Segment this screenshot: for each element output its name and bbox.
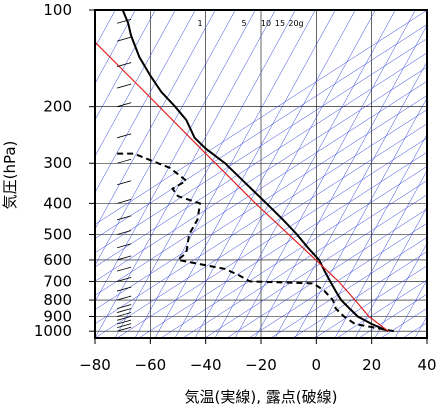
skewed-line bbox=[116, 137, 427, 338]
y-tick-label: 900 bbox=[43, 307, 72, 325]
mixing-ratio-label: 15 bbox=[275, 19, 285, 28]
skewed-line bbox=[95, 38, 427, 254]
x-tick-labels: −80 −60 −40 −20 0 20 40 bbox=[79, 338, 436, 374]
skewed-line bbox=[95, 10, 427, 225]
parcel-line bbox=[95, 41, 389, 332]
y-tick-label: 500 bbox=[43, 226, 72, 244]
skewed-line bbox=[95, 24, 427, 239]
wind-barb bbox=[117, 295, 132, 301]
wind-barb bbox=[117, 319, 132, 325]
mixing-ratio-label: 10 bbox=[261, 19, 271, 28]
wind-barb bbox=[117, 312, 132, 317]
mixing-ratio-line bbox=[274, 61, 427, 338]
skewed-line bbox=[95, 80, 427, 296]
wind-barbs bbox=[117, 10, 132, 332]
x-tick-label: 40 bbox=[417, 356, 436, 374]
mixing-ratio-line bbox=[134, 10, 316, 338]
wind-barb bbox=[117, 83, 132, 89]
dewpoint-line bbox=[117, 152, 394, 333]
wind-barb bbox=[117, 102, 132, 108]
mixing-ratio-line bbox=[374, 242, 427, 338]
wind-barb bbox=[117, 286, 132, 292]
skewed-line bbox=[336, 279, 427, 338]
skewed-line bbox=[270, 237, 427, 338]
wind-barb bbox=[117, 277, 132, 282]
skewed-isotherm-lines bbox=[95, 10, 427, 338]
y-axis-label: 気圧(hPa) bbox=[1, 141, 19, 210]
mixing-ratio-line bbox=[394, 279, 427, 338]
mixing-ratio-line bbox=[254, 24, 427, 338]
mixing-ratio-line bbox=[314, 133, 427, 338]
wind-barb bbox=[117, 315, 132, 321]
skewed-line bbox=[248, 222, 427, 338]
skewed-line bbox=[95, 66, 427, 282]
mixing-ratio-label: 20g bbox=[288, 19, 303, 28]
y-tick-label: 400 bbox=[43, 194, 72, 212]
mixing-ratio-label: 5 bbox=[241, 19, 246, 28]
skewed-line bbox=[160, 166, 427, 338]
wind-barb bbox=[117, 133, 132, 139]
mixing-ratio-line bbox=[95, 10, 156, 121]
x-tick-label: −20 bbox=[245, 356, 277, 374]
skewed-line bbox=[292, 251, 427, 338]
wind-barb bbox=[117, 304, 132, 309]
wind-barb bbox=[117, 308, 132, 313]
wind-barb bbox=[117, 266, 132, 272]
y-tick-label: 300 bbox=[43, 154, 72, 172]
x-tick-label: 20 bbox=[362, 356, 381, 374]
skewed-line bbox=[182, 180, 427, 338]
wind-barb bbox=[117, 198, 132, 204]
mixing-ratio-line bbox=[174, 10, 356, 338]
y-tick-label: 100 bbox=[43, 1, 72, 19]
sounding-series bbox=[95, 10, 394, 333]
mixing-ratio-line bbox=[95, 10, 236, 266]
mixing-ratio-line bbox=[194, 10, 376, 338]
x-tick-label: −80 bbox=[79, 356, 111, 374]
y-tick-label: 800 bbox=[43, 291, 72, 309]
mixing-ratio-line bbox=[95, 10, 176, 157]
y-tick-label: 1000 bbox=[34, 322, 72, 340]
x-tick-label: −60 bbox=[135, 356, 167, 374]
mixing-ratio-line bbox=[234, 10, 416, 338]
wind-barb bbox=[117, 326, 132, 332]
mixing-ratio-labels: 1 5 10 15 20g bbox=[197, 19, 303, 28]
mixing-ratio-line bbox=[294, 97, 427, 338]
mixing-ratio-line bbox=[334, 170, 427, 338]
wind-barb bbox=[117, 215, 132, 221]
wind-barb bbox=[117, 62, 132, 67]
wind-barb bbox=[117, 18, 132, 24]
mixing-ratio-line bbox=[95, 10, 136, 84]
mixing-ratio-line bbox=[354, 206, 427, 338]
x-tick-label: −40 bbox=[190, 356, 222, 374]
wind-barb bbox=[117, 36, 132, 42]
mixing-ratio-line bbox=[154, 10, 336, 338]
mixing-ratio-line bbox=[114, 10, 296, 338]
mixing-ratio-line bbox=[214, 10, 396, 338]
skewed-line bbox=[95, 123, 427, 338]
skewed-line bbox=[138, 151, 427, 338]
wind-barb bbox=[117, 158, 132, 164]
y-tick-label: 200 bbox=[43, 98, 72, 116]
wind-barb bbox=[117, 323, 132, 329]
temperature-line bbox=[121, 10, 389, 333]
wind-barb bbox=[117, 255, 132, 261]
mixing-ratio-line bbox=[95, 10, 256, 303]
mixing-ratio-line bbox=[95, 10, 216, 230]
skewed-line bbox=[314, 265, 427, 338]
mixing-ratio-line bbox=[95, 10, 276, 338]
wind-barb bbox=[117, 230, 132, 235]
skewed-line bbox=[95, 52, 427, 268]
mixing-ratio-line bbox=[95, 10, 196, 194]
mixing-ratio-label: 1 bbox=[197, 19, 202, 28]
wind-barb bbox=[117, 180, 132, 186]
y-tick-label: 600 bbox=[43, 251, 72, 269]
x-tick-label: 0 bbox=[312, 356, 322, 374]
x-axis-label: 気温(実線), 露点(破線) bbox=[185, 388, 338, 406]
wind-barb bbox=[117, 243, 132, 249]
skewed-line bbox=[95, 109, 427, 325]
y-tick-label: 700 bbox=[43, 272, 72, 290]
